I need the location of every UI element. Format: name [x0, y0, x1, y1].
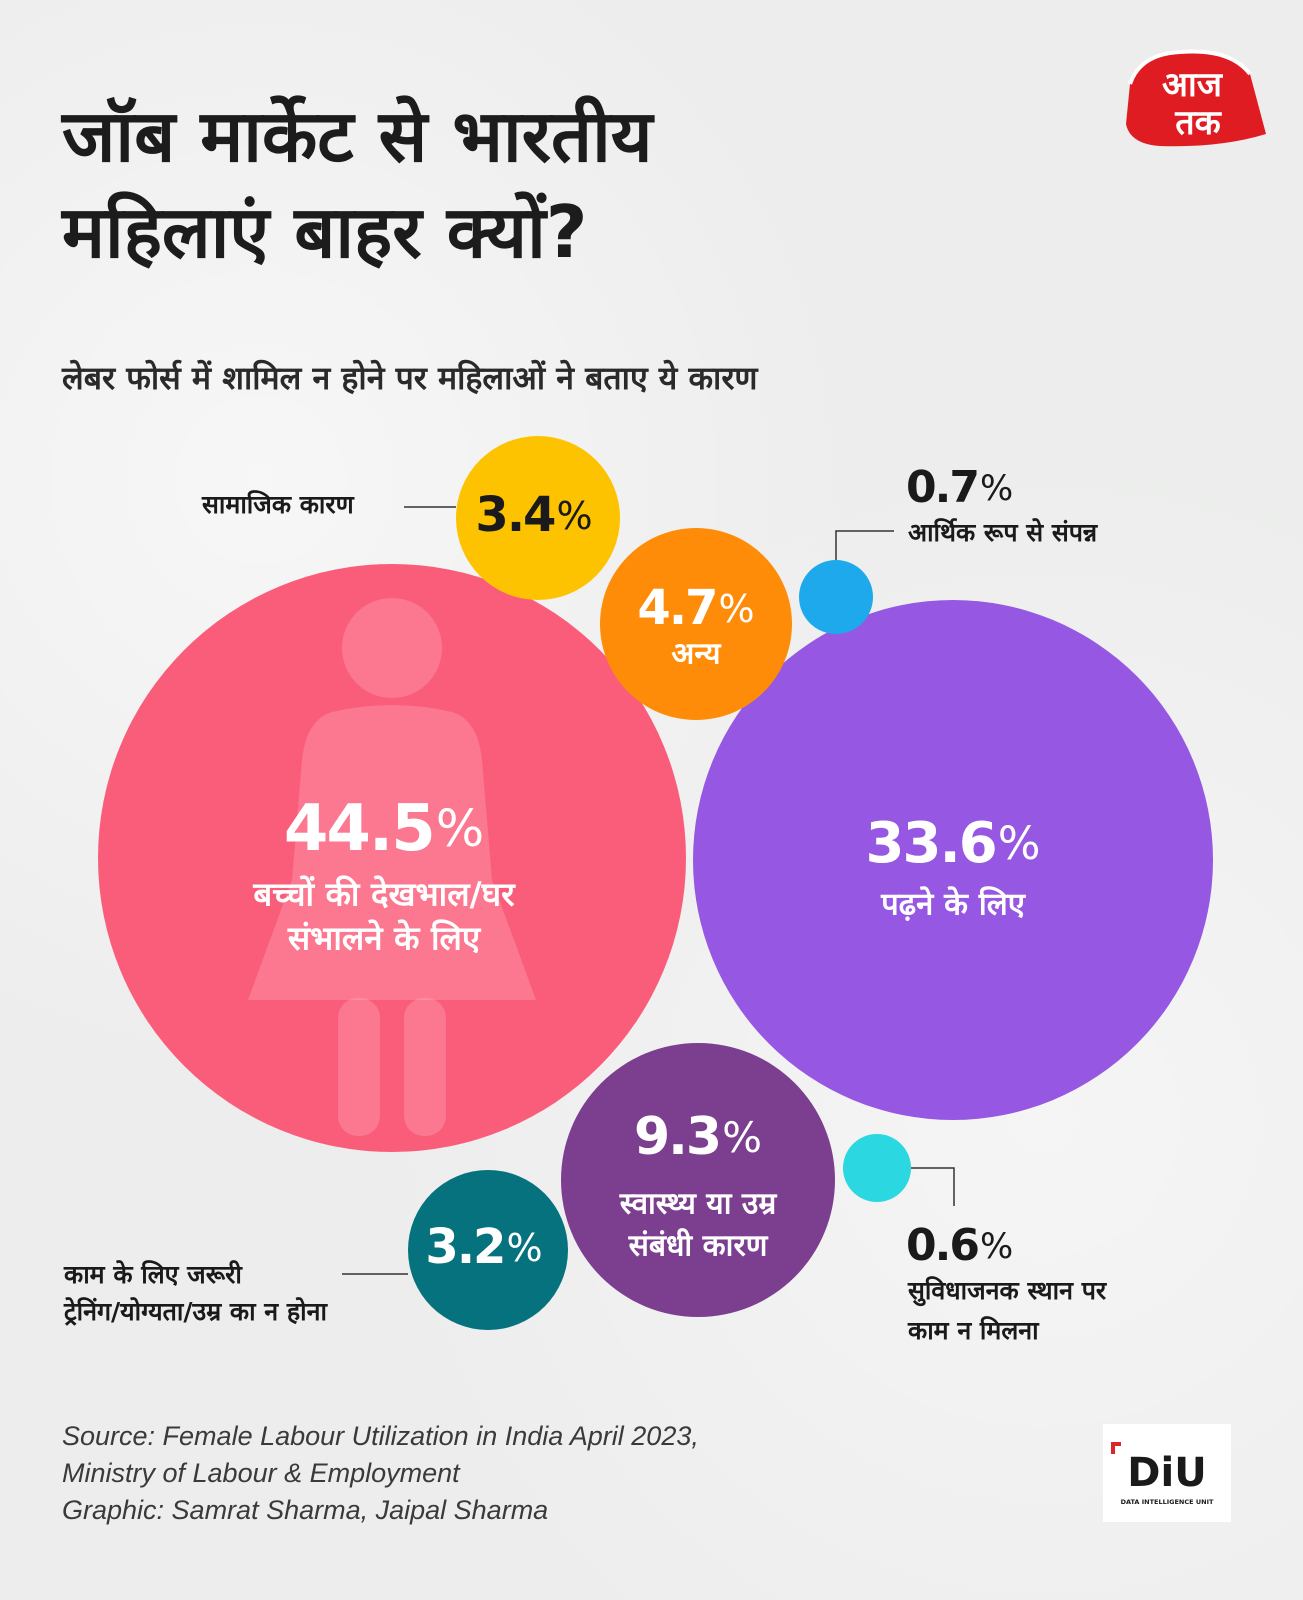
logo-text-bottom: तक: [1174, 103, 1222, 143]
bubble-label-social: 3.4% सामाजिक कारण: [201, 487, 593, 543]
value-location: 0.6%: [906, 1220, 1013, 1271]
bubble-childcare: [98, 564, 686, 1152]
bubble-training: [408, 1170, 568, 1330]
figure-leg-left: [338, 998, 380, 1136]
bubble-label-training: 3.2% काम के लिए जरूरी ट्रेनिंग/योग्यता/उम्…: [63, 1219, 543, 1326]
diu-logo: DiU DATA INTELLIGENCE UNIT: [1103, 1424, 1231, 1522]
bubble-location: [843, 1134, 911, 1202]
label-location: सुविधाजनक स्थान पर: [907, 1276, 1108, 1307]
bubble-wealthy: [799, 560, 873, 634]
value-training: 3.2%: [425, 1219, 542, 1275]
label-training: ट्रेनिंग/योग्यता/उम्र का न होना: [63, 1297, 328, 1326]
leader-line-wealthy: [835, 530, 894, 560]
source-line-1: Source: Female Labour Utilization in Ind…: [62, 1421, 699, 1451]
source-line-3: Graphic: Samrat Sharma, Jaipal Sharma: [62, 1495, 549, 1525]
label-other: अन्य: [671, 637, 722, 672]
diu-text: DiU: [1127, 1450, 1206, 1496]
value-wealthy: 0.7%: [906, 462, 1013, 513]
value-childcare: 44.5%: [284, 792, 484, 866]
bubble-health: [561, 1043, 835, 1317]
label-wealthy: आर्थिक रूप से संपन्न: [908, 518, 1099, 547]
value-health: 9.3%: [634, 1107, 762, 1167]
source-line-2: Ministry of Labour & Employment: [62, 1458, 460, 1488]
figure-leg-right: [404, 998, 446, 1136]
woman-figure-icon: [248, 598, 536, 1136]
figure-head: [342, 598, 442, 698]
leader-line-location: [911, 1167, 955, 1206]
bubble-social: [456, 436, 620, 600]
logo-badge-rim: [1128, 49, 1252, 85]
source-note: Source: Female Labour Utilization in Ind…: [62, 1418, 699, 1529]
title-line-2: महिलाएं बाहर क्यों?: [62, 190, 588, 274]
page-title: जॉब मार्केट से भारतीय महिलाएं बाहर क्यों…: [62, 88, 962, 280]
label-childcare: बच्चों की देखभाल/घर: [252, 875, 516, 914]
label-study: पढ़ने के लिए: [880, 886, 1027, 923]
bubble-study: [693, 600, 1213, 1120]
aajtak-logo: आज तक: [1126, 49, 1266, 147]
label-location: काम न मिलना: [907, 1316, 1040, 1345]
bubble-other: [600, 528, 792, 720]
bubble-label-health: 9.3% स्वास्थ्य या उम्र संबंधी कारण: [619, 1107, 778, 1264]
title-line-1: जॉब मार्केट से भारतीय: [62, 94, 653, 178]
label-childcare: संभालने के लिए: [287, 919, 482, 958]
value-social: 3.4%: [475, 487, 592, 543]
bubble-label-wealthy: 0.7% आर्थिक रूप से संपन्न: [835, 462, 1099, 560]
label-training: काम के लिए जरूरी: [63, 1260, 243, 1289]
label-health: संबंधी कारण: [628, 1228, 769, 1264]
diu-logo-bg: [1103, 1424, 1231, 1522]
figure-dress: [248, 705, 536, 1000]
logo-text-top: आज: [1162, 65, 1224, 105]
value-other: 4.7%: [637, 580, 754, 636]
bubble-label-childcare: 44.5% बच्चों की देखभाल/घर संभालने के लिए: [252, 792, 516, 958]
diu-caption: DATA INTELLIGENCE UNIT: [1121, 1498, 1214, 1506]
diu-corner-mark: [1111, 1442, 1121, 1454]
label-social: सामाजिक कारण: [201, 490, 355, 519]
value-study: 33.6%: [866, 811, 1041, 876]
bubble-label-other: 4.7%अन्य: [637, 580, 754, 672]
bubble-label-location: 0.6% सुविधाजनक स्थान पर काम न मिलना: [906, 1167, 1108, 1345]
label-health: स्वास्थ्य या उम्र: [619, 1187, 778, 1222]
bubble-label-study: 33.6% पढ़ने के लिए: [866, 811, 1041, 922]
logo-badge-shape: [1126, 51, 1266, 147]
chart-subtitle: लेबर फोर्स में शामिल न होने पर महिलाओं न…: [62, 359, 758, 397]
